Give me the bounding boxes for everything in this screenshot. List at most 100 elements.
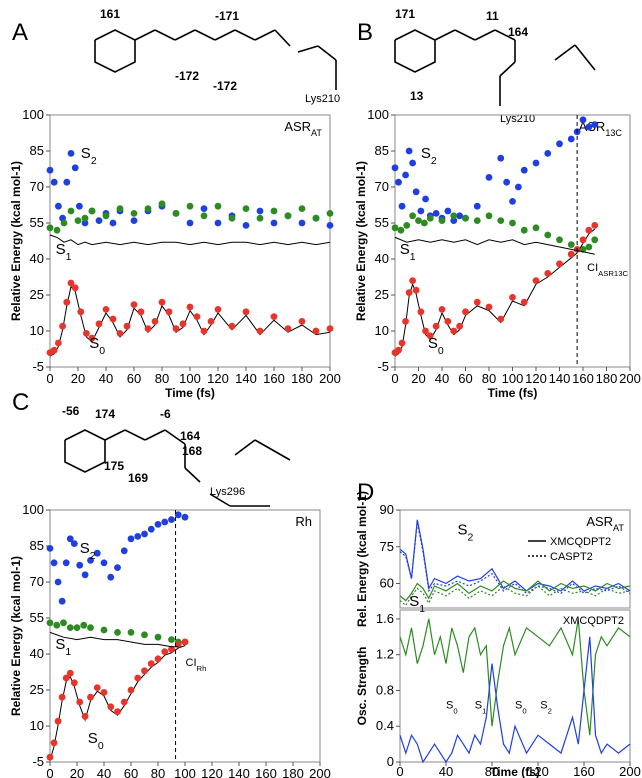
x-tick-label: 20 bbox=[70, 766, 84, 778]
x-axis-label: Time (fs) bbox=[488, 386, 538, 400]
data-point-s2 bbox=[87, 557, 94, 564]
data-point-s1 bbox=[450, 212, 458, 220]
data-point-s2 bbox=[147, 525, 155, 533]
x-tick-label: 200 bbox=[309, 766, 331, 778]
x-tick-label: 100 bbox=[174, 766, 196, 778]
data-point-s2 bbox=[174, 511, 182, 519]
data-point-s0 bbox=[172, 325, 180, 332]
data-point-s2 bbox=[46, 166, 54, 174]
y-axis-label: Osc. Strength bbox=[355, 647, 369, 726]
x-tick-label: 160 bbox=[255, 766, 277, 778]
y-tick-label: 100 bbox=[22, 107, 44, 122]
data-point-s2 bbox=[50, 178, 58, 186]
x-tick-label: 20 bbox=[71, 371, 85, 386]
data-point-s1 bbox=[130, 210, 138, 217]
dihedral-label: 161 bbox=[100, 7, 120, 21]
y-tick-label: 1.2 bbox=[376, 647, 394, 662]
data-point-s2 bbox=[46, 545, 54, 552]
state-label: S1 bbox=[56, 241, 72, 263]
data-point-s0 bbox=[107, 703, 115, 711]
data-point-s1 bbox=[473, 217, 481, 225]
series-line bbox=[399, 522, 631, 595]
data-point-s1 bbox=[168, 636, 175, 643]
data-point-s2 bbox=[417, 207, 425, 215]
data-point-s0 bbox=[485, 303, 493, 311]
data-point-s0 bbox=[137, 308, 145, 316]
data-point-s1 bbox=[100, 626, 108, 634]
data-point-s2 bbox=[520, 166, 528, 174]
reference-line bbox=[49, 234, 331, 246]
data-point-s0 bbox=[179, 320, 187, 328]
data-point-s1 bbox=[420, 219, 428, 227]
data-point-s1 bbox=[158, 200, 166, 208]
data-point-s2 bbox=[67, 150, 75, 157]
data-point-s1 bbox=[200, 212, 208, 220]
data-point-s0 bbox=[123, 322, 131, 330]
data-point-s2 bbox=[567, 135, 575, 143]
data-point-s0 bbox=[174, 641, 182, 648]
data-point-s2 bbox=[141, 530, 148, 538]
data-point-s1 bbox=[81, 214, 89, 222]
reference-line bbox=[49, 631, 179, 648]
data-point-s0 bbox=[405, 289, 413, 296]
plot-a: -5 10 25 40 55 70 85 100 0 20 40 60 80 100 120 140 160 18… bbox=[9, 107, 341, 400]
y-tick-label: 55 bbox=[30, 215, 44, 230]
data-point-s2 bbox=[256, 207, 264, 215]
data-point-s2 bbox=[591, 121, 599, 128]
y-tick-label: 100 bbox=[22, 502, 44, 517]
data-point-s1 bbox=[144, 205, 152, 213]
y-tick-label: -5 bbox=[377, 359, 389, 374]
data-point-s2 bbox=[409, 159, 417, 167]
series-line bbox=[399, 519, 631, 592]
data-point-s0 bbox=[141, 667, 148, 675]
x-tick-label: 140 bbox=[235, 371, 257, 386]
state-label: S1 bbox=[55, 636, 71, 658]
state-label: S0 bbox=[89, 335, 105, 357]
data-point-s2 bbox=[54, 578, 62, 586]
x-tick-label: 160 bbox=[572, 371, 594, 386]
x-tick-label: 180 bbox=[596, 371, 618, 386]
data-point-s0 bbox=[556, 260, 563, 268]
data-point-s1 bbox=[591, 236, 599, 244]
x-tick-label: 80 bbox=[485, 764, 499, 778]
data-point-s1 bbox=[485, 212, 493, 220]
dihedral-label: 164 bbox=[180, 429, 200, 443]
plot-frame-top bbox=[399, 509, 631, 609]
data-point-s0 bbox=[109, 315, 117, 323]
y-tick-label: 10 bbox=[30, 323, 44, 338]
panel-letter-a: A bbox=[12, 19, 28, 46]
data-point-s0 bbox=[71, 284, 79, 292]
dihedral-label: 13 bbox=[410, 89, 424, 103]
data-point-s1 bbox=[520, 226, 528, 234]
state-label: S0 bbox=[446, 699, 458, 715]
y-tick-label: 10 bbox=[375, 323, 389, 338]
data-point-s2 bbox=[161, 518, 169, 526]
data-point-s2 bbox=[395, 178, 402, 186]
data-point-s0 bbox=[134, 674, 142, 682]
bottom-title: XMCQDPT2 bbox=[563, 615, 624, 627]
data-point-s0 bbox=[432, 322, 440, 330]
data-point-s1 bbox=[312, 214, 320, 222]
x-tick-label: 40 bbox=[439, 764, 453, 778]
x-tick-label: 60 bbox=[124, 766, 138, 778]
y-axis-label: Relative Energy (kcal mol-1) bbox=[9, 556, 23, 716]
data-point-s1 bbox=[53, 226, 61, 234]
data-point-s2 bbox=[444, 207, 452, 215]
data-point-s0 bbox=[77, 308, 85, 316]
data-point-s2 bbox=[532, 159, 540, 167]
data-point-s0 bbox=[50, 739, 58, 747]
dihedral-label: -56 bbox=[62, 404, 80, 418]
data-point-s0 bbox=[151, 318, 159, 325]
data-point-s0 bbox=[444, 318, 452, 325]
data-point-s0 bbox=[242, 308, 250, 316]
data-point-s2 bbox=[81, 571, 89, 579]
data-point-s2 bbox=[509, 198, 516, 205]
data-point-s0 bbox=[417, 308, 425, 316]
x-tick-label: 100 bbox=[179, 371, 201, 386]
data-point-s2 bbox=[514, 183, 522, 191]
data-point-s0 bbox=[66, 669, 74, 677]
data-point-s1 bbox=[497, 217, 505, 225]
x-tick-label: 160 bbox=[263, 371, 285, 386]
data-point-s0 bbox=[412, 286, 420, 294]
data-point-s0 bbox=[158, 298, 166, 306]
